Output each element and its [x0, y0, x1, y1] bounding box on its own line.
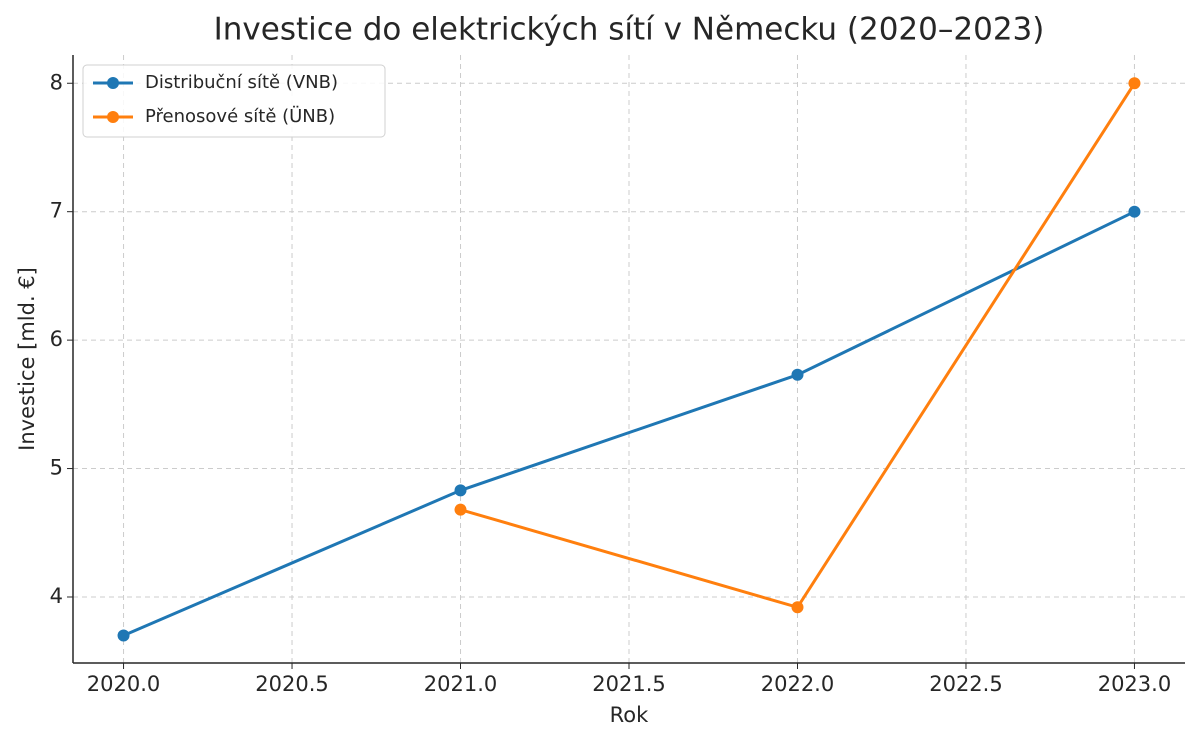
x-tick-label: 2020.5: [255, 672, 328, 696]
x-tick-label: 2021.5: [592, 672, 665, 696]
y-tick-label: 7: [50, 199, 63, 223]
legend-marker: [107, 77, 119, 89]
x-tick-label: 2020.0: [87, 672, 160, 696]
x-tick-label: 2021.0: [424, 672, 497, 696]
data-point: [454, 503, 467, 516]
legend-label: Přenosové sítě (ÜNB): [145, 105, 335, 127]
y-tick-label: 6: [50, 327, 63, 351]
x-tick-label: 2022.0: [761, 672, 834, 696]
x-tick-label: 2023.0: [1098, 672, 1171, 696]
x-tick-label: 2022.5: [929, 672, 1002, 696]
data-point: [791, 601, 804, 614]
y-tick-label: 8: [50, 70, 63, 94]
chart-title: Investice do elektrických sítí v Německu…: [214, 12, 1045, 48]
data-point: [791, 368, 804, 381]
x-axis-label: Rok: [610, 703, 649, 727]
y-tick-label: 4: [50, 584, 63, 608]
data-point: [117, 629, 130, 642]
data-point: [1128, 77, 1141, 90]
series-line: [122, 210, 1136, 637]
y-axis-label: Investice [mld. €]: [15, 267, 39, 451]
y-tick-label: 5: [50, 456, 63, 480]
legend-marker: [107, 111, 119, 123]
data-point: [1128, 205, 1141, 218]
legend-box: [82, 64, 386, 138]
data-point: [454, 484, 467, 497]
legend-label: Distribuční sítě (VNB): [145, 72, 338, 93]
